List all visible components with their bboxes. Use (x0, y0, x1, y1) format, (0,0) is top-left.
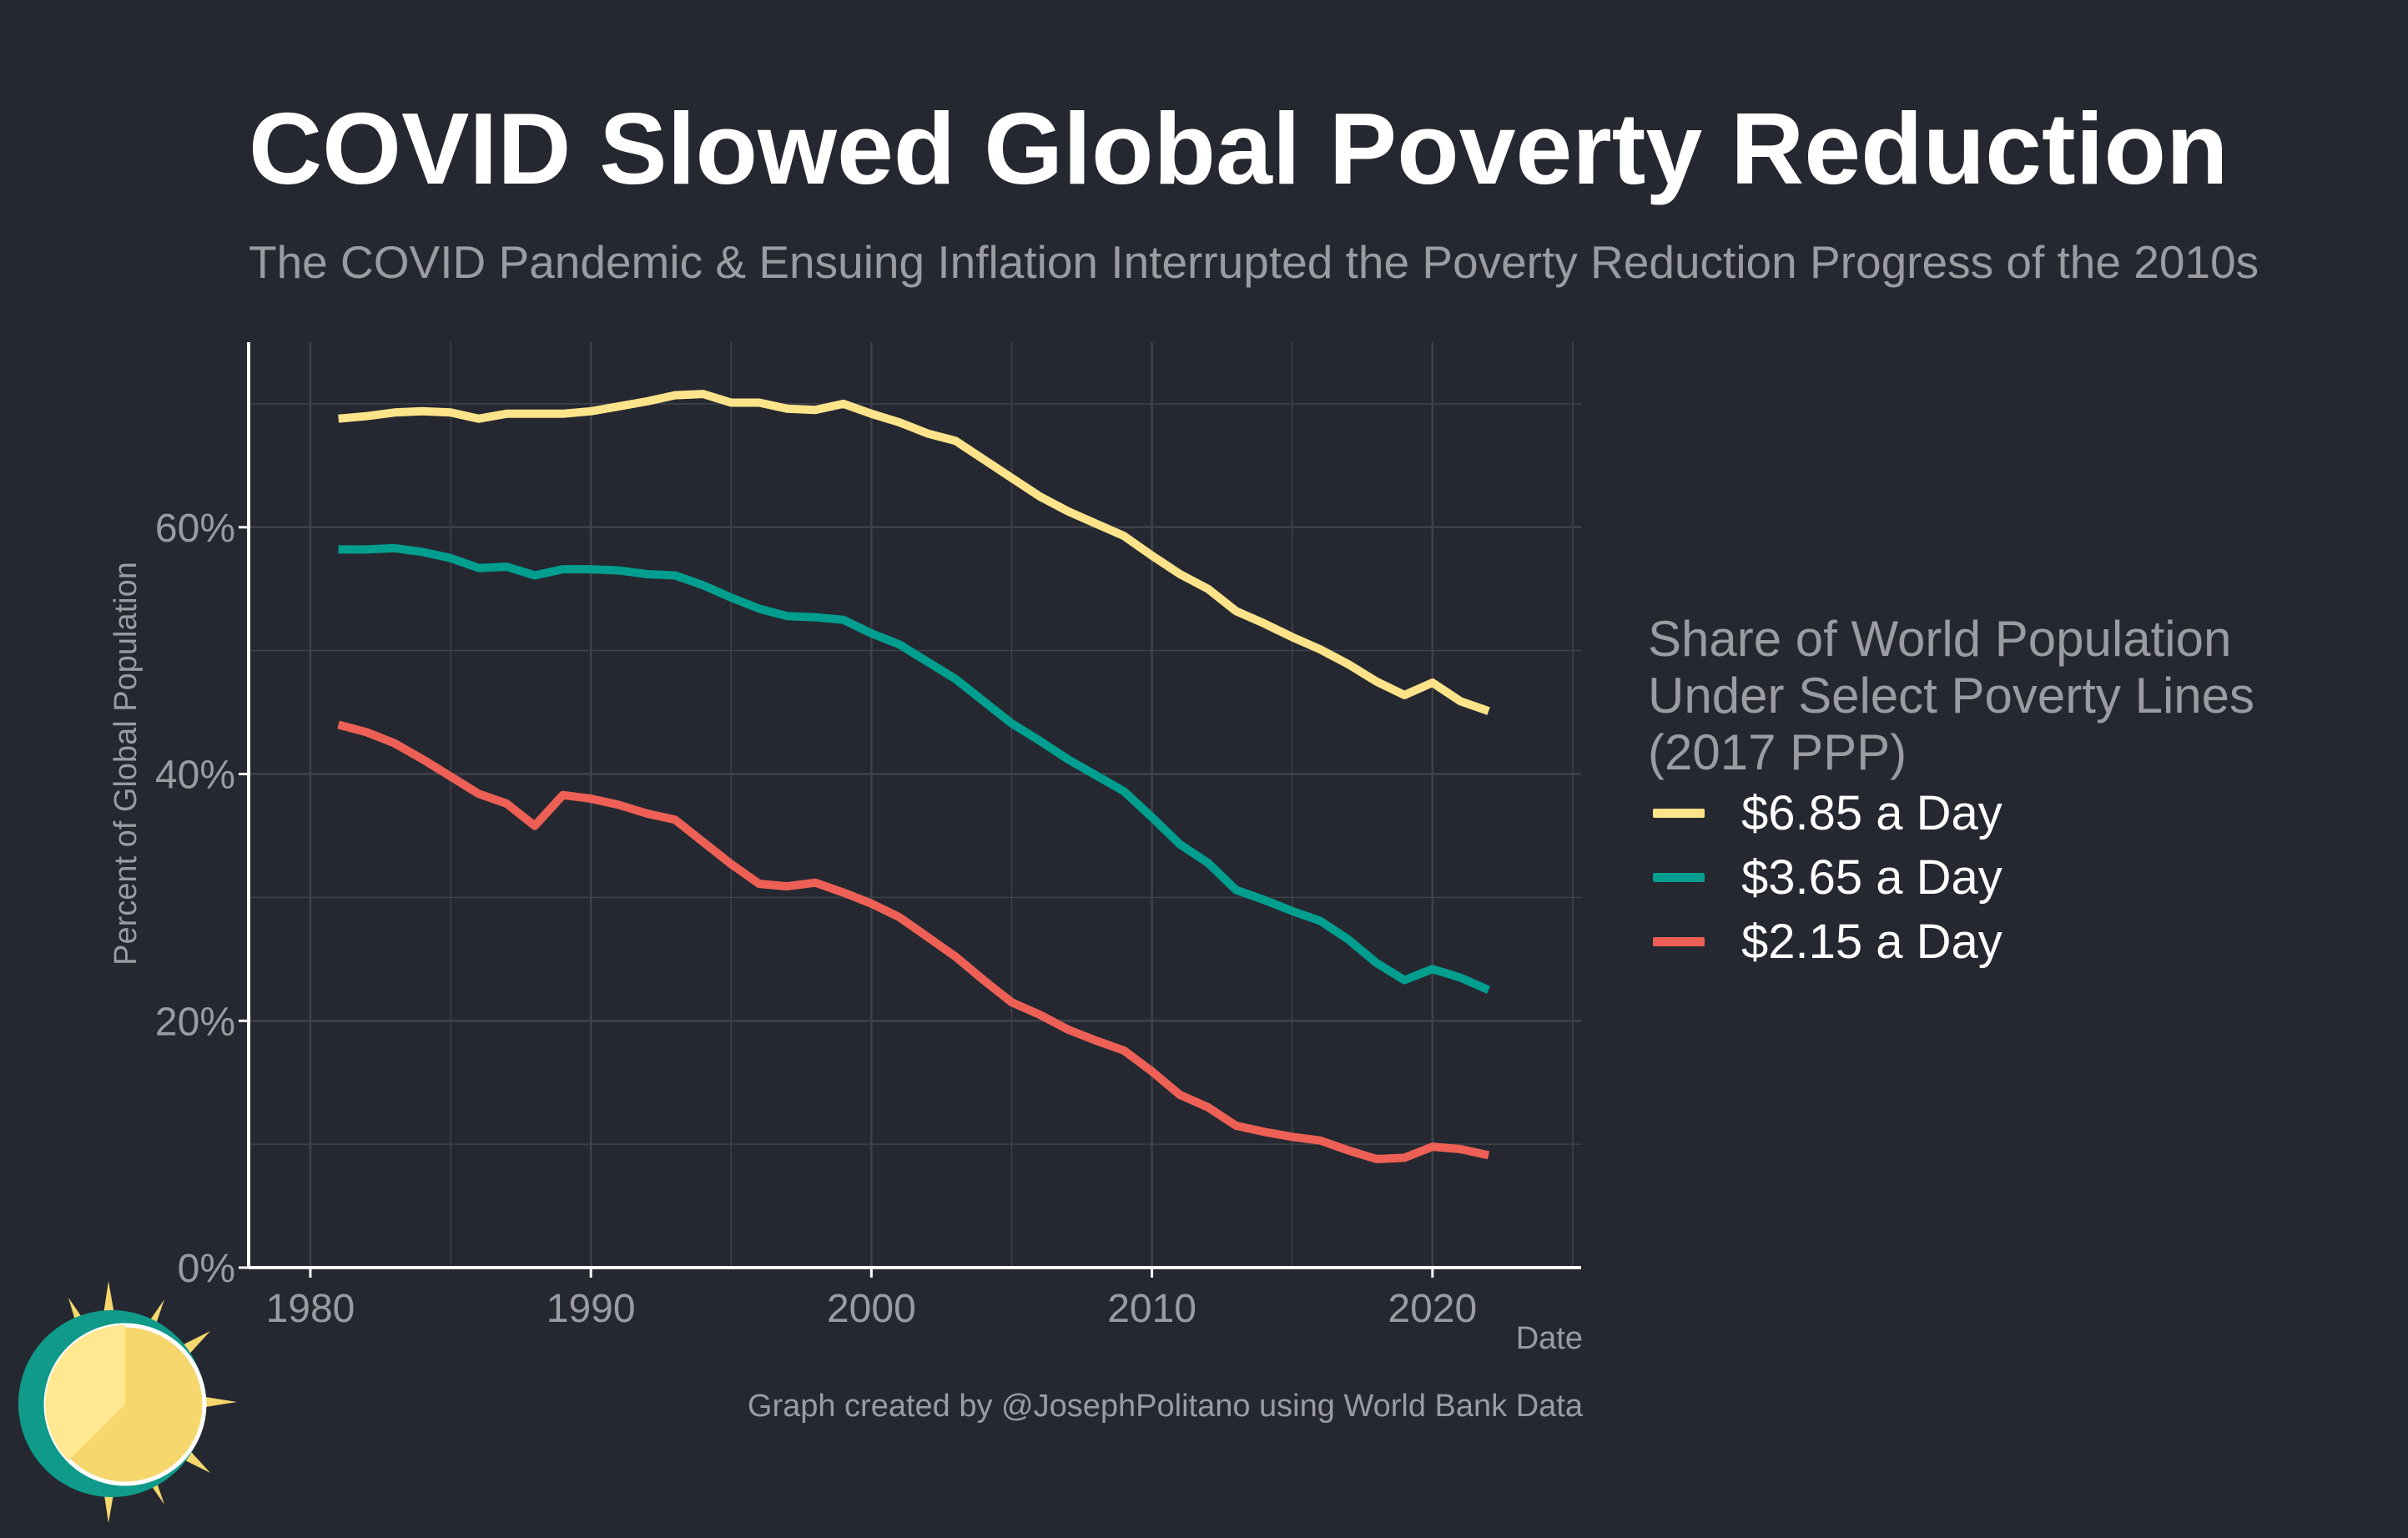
legend-swatch (1653, 809, 1705, 818)
legend-item-6-85: $6.85 a Day (1648, 781, 2365, 845)
x-tick-label: 1990 (547, 1287, 636, 1331)
y-axis-title: Percent of Global Population (108, 562, 144, 966)
y-tick-label: 40% (155, 754, 235, 798)
series-line-2 (337, 720, 1490, 1163)
chart-series (337, 390, 1491, 1163)
x-tick-label: 1980 (266, 1287, 355, 1331)
x-axis-title: Date (1515, 1321, 1583, 1356)
legend-label: $3.65 a Day (1741, 850, 2002, 905)
x-tick-label: 2000 (827, 1287, 916, 1331)
y-tick-label: 0% (178, 1247, 235, 1291)
y-tick-label: 20% (155, 1000, 235, 1044)
source-caption: Graph created by @JosephPolitano using W… (747, 1389, 1583, 1424)
legend-item-2-15: $2.15 a Day (1648, 910, 2365, 974)
chart-gridlines (249, 342, 1581, 1268)
x-tick-label: 2010 (1107, 1287, 1196, 1331)
legend-swatch (1653, 937, 1705, 946)
series-line-0 (338, 390, 1490, 715)
chart-axes (239, 342, 1581, 1278)
chart-legend: Share of World Population Under Select P… (1648, 611, 2365, 974)
legend-label: $6.85 a Day (1741, 786, 2002, 840)
sun-icon (18, 1281, 237, 1523)
x-tick-label: 2020 (1388, 1287, 1477, 1331)
legend-label: $2.15 a Day (1741, 915, 2002, 969)
chart-title: COVID Slowed Global Poverty Reduction (249, 92, 2229, 205)
legend-title: Share of World Population Under Select P… (1648, 611, 2255, 780)
series-line-1 (338, 543, 1491, 994)
legend-swatch (1653, 873, 1705, 882)
legend-item-3-65: $3.65 a Day (1648, 845, 2365, 910)
chart-tick-labels: 1980 1990 2000 2010 2020 0% 20% 40% 60% Percent o… (108, 507, 1477, 1331)
y-tick-label: 60% (155, 507, 235, 551)
chart-subtitle: The COVID Pandemic & Ensuing Inflation I… (249, 236, 2259, 288)
